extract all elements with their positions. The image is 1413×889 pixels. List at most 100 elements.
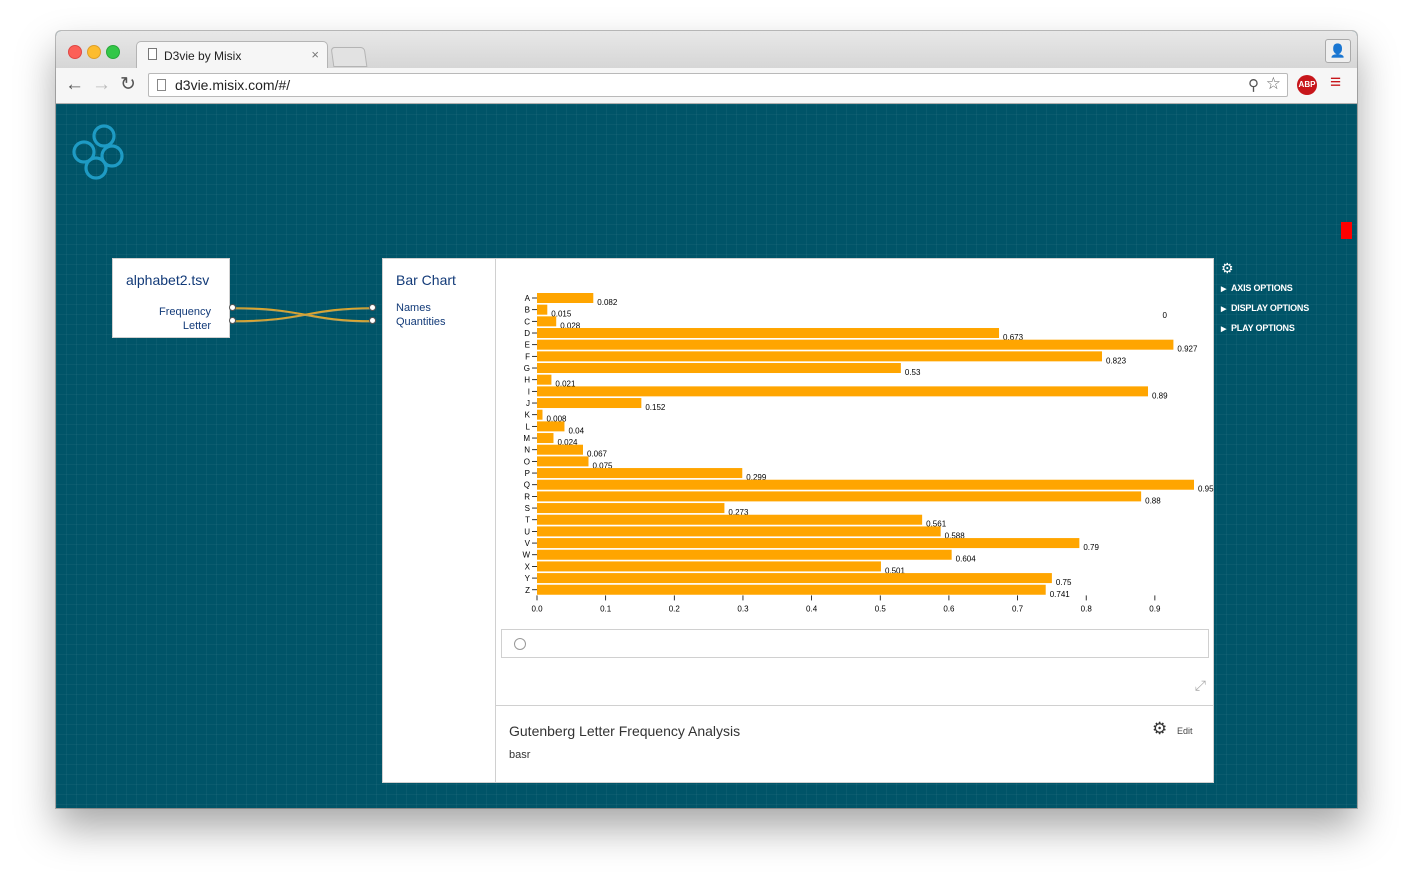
input-port-quantities[interactable]: [369, 317, 376, 324]
gear-icon[interactable]: ⚙: [1221, 260, 1234, 276]
tab-title: D3vie by Misix: [164, 49, 242, 63]
gear-icon[interactable]: ⚙: [1152, 719, 1168, 738]
bar-w: [537, 549, 952, 560]
data-label-l: 0.04: [568, 426, 584, 435]
x-tick-label-7: 0.7: [1012, 604, 1024, 613]
edit-button[interactable]: Edit: [1177, 726, 1193, 736]
new-tab-button[interactable]: [330, 47, 368, 67]
expand-icon[interactable]: ⤢: [1194, 677, 1206, 693]
data-label-e: 0.927: [1177, 345, 1198, 354]
data-label-m: 0.024: [557, 438, 578, 447]
port-label-quantities: Quantities: [396, 316, 446, 328]
play-toggle-icon[interactable]: [514, 638, 526, 650]
bar-j: [537, 398, 642, 409]
source-node-title: alphabet2.tsv: [126, 272, 210, 288]
tab-close-icon[interactable]: ×: [311, 47, 319, 62]
data-label-g: 0.53: [905, 368, 921, 377]
bar-g: [537, 363, 901, 374]
bar-c: [537, 316, 557, 327]
y-tick-label-a: A: [525, 294, 531, 303]
y-tick-label-y: Y: [525, 574, 531, 583]
bar-t: [537, 514, 923, 525]
browser-toolbar: ← → ↻ d3vie.misix.com/#/ ⚲ ☆ ABP ≡: [56, 68, 1357, 104]
reload-icon[interactable]: ↻: [120, 74, 136, 95]
y-tick-label-q: Q: [524, 481, 530, 490]
url-text[interactable]: d3vie.misix.com/#/: [175, 77, 291, 93]
forward-arrow-icon[interactable]: →: [92, 74, 111, 95]
data-label-z: 0.741: [1050, 590, 1071, 599]
y-tick-label-m: M: [523, 434, 530, 443]
x-tick-label-9: 0.9: [1149, 604, 1161, 613]
output-port-letter[interactable]: [229, 317, 236, 324]
y-tick-label-h: H: [524, 376, 530, 385]
x-tick-label-1: 0.1: [600, 604, 612, 613]
data-label-k: 0.008: [546, 415, 567, 424]
red-marker: [1341, 222, 1352, 239]
adblock-icon[interactable]: ABP: [1297, 75, 1317, 95]
bar-d: [537, 328, 1000, 339]
profile-icon[interactable]: 👤: [1325, 39, 1351, 63]
y-tick-label-r: R: [524, 492, 530, 501]
display-options-toggle[interactable]: ▶ DISPLAY OPTIONS: [1221, 301, 1341, 315]
chart-node-ports-panel: Bar Chart Names Quantities: [383, 259, 496, 782]
tab-d3vie[interactable]: D3vie by Misix ×: [136, 41, 328, 69]
data-label-c: 0.028: [560, 321, 581, 330]
data-label-n: 0.067: [587, 450, 608, 459]
chart-description-title: Gutenberg Letter Frequency Analysis: [509, 723, 741, 739]
data-label-f: 0.823: [1106, 356, 1127, 365]
data-label-y: 0.75: [1056, 578, 1072, 587]
play-controls-bar[interactable]: [501, 629, 1209, 658]
x-tick-label-5: 0.5: [875, 604, 887, 613]
bar-x: [537, 561, 881, 572]
data-label-i: 0.89: [1152, 391, 1168, 400]
bar-o: [537, 456, 589, 467]
bar-f: [537, 351, 1103, 362]
y-tick-label-e: E: [525, 341, 530, 350]
minimize-window-button[interactable]: [87, 45, 101, 59]
bar-a: [537, 293, 594, 303]
port-label-frequency: Frequency: [159, 306, 211, 318]
bar-n: [537, 444, 583, 455]
close-window-button[interactable]: [68, 45, 82, 59]
bar-r: [537, 491, 1142, 502]
axis-options-label: AXIS OPTIONS: [1231, 283, 1293, 293]
d3vie-logo-icon: [72, 124, 124, 180]
browser-window: D3vie by Misix × 👤 ← → ↻ d3vie.misix.com…: [56, 31, 1357, 808]
data-label-p: 0.299: [746, 473, 767, 482]
data-label-s: 0.273: [728, 508, 749, 517]
source-node-alphabet2[interactable]: alphabet2.tsv Frequency Letter: [112, 258, 230, 338]
x-tick-label-3: 0.3: [737, 604, 749, 613]
bar-p: [537, 468, 743, 479]
bar-m: [537, 433, 554, 444]
chart-node-title: Bar Chart: [396, 272, 456, 288]
bar-z: [537, 584, 1046, 595]
play-options-toggle[interactable]: ▶ PLAY OPTIONS: [1221, 321, 1341, 335]
bar-chart: 0 A 0.082 B 0.015 C 0.028 D 0.673 E 0.927 F 0.823 G 0…: [522, 293, 1214, 613]
data-label-o: 0.075: [592, 461, 613, 470]
data-label-w: 0.604: [956, 555, 977, 564]
input-port-names[interactable]: [369, 304, 376, 311]
y-tick-label-k: K: [525, 411, 531, 420]
bar-s: [537, 503, 725, 514]
back-arrow-icon[interactable]: ←: [65, 74, 84, 95]
bar-chart-node[interactable]: Bar Chart Names Quantities 0 A 0.082 B 0.01…: [382, 258, 1214, 783]
address-bar[interactable]: d3vie.misix.com/#/ ⚲ ☆: [148, 73, 1288, 97]
y-tick-label-j: J: [526, 399, 530, 408]
data-label-d: 0.673: [1003, 333, 1024, 342]
caret-right-icon: ▶: [1221, 286, 1227, 293]
caret-right-icon: ▶: [1221, 326, 1227, 333]
display-options-label: DISPLAY OPTIONS: [1231, 303, 1310, 313]
maximize-window-button[interactable]: [106, 45, 120, 59]
chart-area: 0 A 0.082 B 0.015 C 0.028 D 0.673 E 0.927 F 0.823 G 0…: [496, 259, 1214, 705]
bar-v: [537, 538, 1080, 549]
bookmark-star-icon[interactable]: ☆: [1265, 74, 1281, 93]
bar-h: [537, 374, 552, 385]
search-icon[interactable]: ⚲: [1248, 77, 1259, 94]
bar-l: [537, 421, 565, 432]
y-tick-label-x: X: [525, 562, 531, 571]
output-port-frequency[interactable]: [229, 304, 236, 311]
axis-options-toggle[interactable]: ▶ AXIS OPTIONS: [1221, 281, 1341, 295]
menu-icon[interactable]: ≡: [1330, 72, 1342, 93]
options-panel: ⚙ ▶ AXIS OPTIONS ▶ DISPLAY OPTIONS ▶ PLAY O…: [1221, 261, 1341, 335]
y-tick-label-f: F: [525, 352, 530, 361]
